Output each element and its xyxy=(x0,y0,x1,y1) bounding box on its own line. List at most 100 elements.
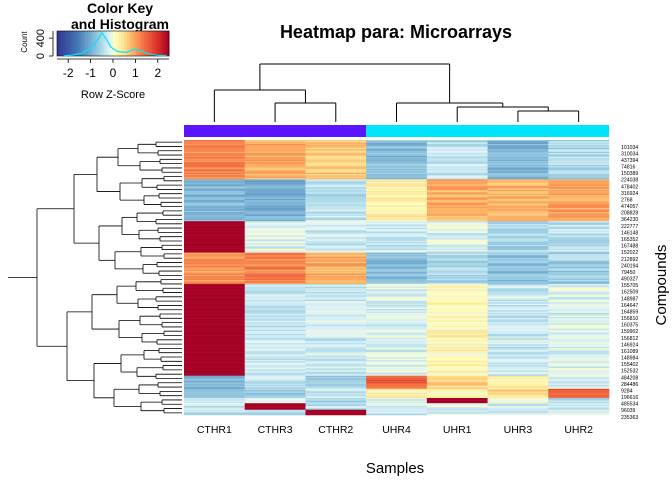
color-key-swatch xyxy=(82,31,86,56)
heatmap-cell xyxy=(244,248,306,251)
heatmap-cell xyxy=(366,394,428,396)
heatmap-cell xyxy=(184,239,246,242)
x-axis-label: Samples xyxy=(366,460,424,477)
heatmap-cell xyxy=(366,400,428,403)
heatmap-cell xyxy=(426,154,488,156)
heatmap-cell xyxy=(244,384,306,387)
heatmap-cell xyxy=(426,408,488,411)
heatmap-cell xyxy=(244,341,306,344)
heatmap-cell xyxy=(305,356,367,358)
heatmap-cell xyxy=(548,206,610,209)
heatmap-cell xyxy=(305,200,367,202)
heatmap-cell xyxy=(244,174,306,176)
heatmap-cell xyxy=(366,306,428,308)
heatmap-cell xyxy=(305,212,367,214)
heatmap-cell xyxy=(548,250,610,252)
heatmap-cell xyxy=(426,200,488,202)
heatmap-cell xyxy=(305,341,367,344)
heatmap-cell xyxy=(548,244,610,247)
heatmap-cell xyxy=(305,314,367,316)
heatmap-cell xyxy=(426,276,488,278)
heatmap-cell xyxy=(184,167,246,170)
heatmap-cell xyxy=(426,374,488,376)
heatmap-cell xyxy=(305,303,367,306)
heatmap-cell xyxy=(366,380,428,383)
heatmap-cell xyxy=(184,413,246,416)
heatmap-cell xyxy=(244,373,306,375)
heatmap-cell xyxy=(244,253,306,256)
heatmap-cell xyxy=(244,183,306,185)
heatmap-cell xyxy=(184,210,246,213)
color-key-swatch xyxy=(124,31,128,56)
heatmap-cell xyxy=(305,315,367,318)
color-key-swatch xyxy=(157,31,161,56)
heatmap-cell xyxy=(184,183,246,185)
color-key-swatch xyxy=(65,31,69,56)
heatmap-cell xyxy=(244,250,306,252)
heatmap-cell xyxy=(305,401,367,404)
heatmap-cell xyxy=(244,276,306,278)
heatmap-cell xyxy=(487,378,549,380)
row-label: 224038 xyxy=(621,178,638,184)
heatmap-cell xyxy=(548,301,610,303)
heatmap-cell xyxy=(426,397,488,400)
heatmap-cell xyxy=(426,407,488,409)
heatmap-cell xyxy=(305,172,367,175)
heatmap-cell xyxy=(184,374,246,376)
heatmap-cell xyxy=(548,232,610,235)
heatmap-cell xyxy=(305,270,367,273)
heatmap-cell xyxy=(487,312,549,315)
heatmap-cell xyxy=(487,256,549,259)
heatmap-cell xyxy=(184,320,246,323)
heatmap-cell xyxy=(184,188,246,191)
heatmap-cell xyxy=(184,179,246,181)
heatmap-cell xyxy=(366,145,428,147)
heatmap-cell xyxy=(487,291,549,294)
heatmap-cell xyxy=(366,318,428,320)
heatmap-cell xyxy=(487,153,549,155)
heatmap-cell xyxy=(305,310,367,312)
heatmap-cell xyxy=(244,286,306,289)
heatmap-cell xyxy=(487,341,549,344)
heatmap-cell xyxy=(426,231,488,234)
heatmap-cell xyxy=(426,177,488,180)
heatmap-cell xyxy=(305,344,367,346)
heatmap-cell xyxy=(487,346,549,349)
heatmap-cell xyxy=(426,282,488,285)
heatmap-cell xyxy=(487,205,549,208)
heatmap-cell xyxy=(487,232,549,235)
color-key-y-tick-label: 0 xyxy=(35,53,47,59)
heatmap-cell xyxy=(184,329,246,332)
heatmap-cell xyxy=(548,306,610,308)
heatmap-cell xyxy=(487,383,549,386)
heatmap-cell xyxy=(184,267,246,269)
heatmap-cell xyxy=(305,383,367,386)
color-key-gradient xyxy=(56,30,170,57)
heatmap-cell xyxy=(244,299,306,302)
heatmap-cell xyxy=(426,259,488,261)
heatmap-cell xyxy=(305,155,367,158)
heatmap-cell xyxy=(487,184,549,187)
heatmap-cell xyxy=(426,357,488,359)
heatmap-cell xyxy=(548,350,610,353)
heatmap-cell xyxy=(487,280,549,282)
heatmap-cell xyxy=(426,331,488,333)
heatmap-cell xyxy=(426,189,488,192)
heatmap-cell xyxy=(244,238,306,240)
heatmap-cell xyxy=(305,252,367,255)
heatmap-cell xyxy=(366,209,428,211)
heatmap-cell xyxy=(184,302,246,304)
heatmap-cell xyxy=(244,193,306,196)
heatmap-cell xyxy=(305,365,367,367)
heatmap-cell xyxy=(548,234,610,236)
heatmap-cell xyxy=(548,287,610,290)
heatmap-cell xyxy=(366,253,428,256)
heatmap-cell xyxy=(426,391,488,393)
heatmap-cell xyxy=(184,293,246,295)
heatmap-cell xyxy=(366,252,428,255)
heatmap-cell xyxy=(244,325,306,328)
heatmap-cell xyxy=(366,247,428,249)
heatmap-cell xyxy=(244,391,306,393)
heatmap-cell xyxy=(426,377,488,379)
heatmap-cell xyxy=(244,198,306,201)
